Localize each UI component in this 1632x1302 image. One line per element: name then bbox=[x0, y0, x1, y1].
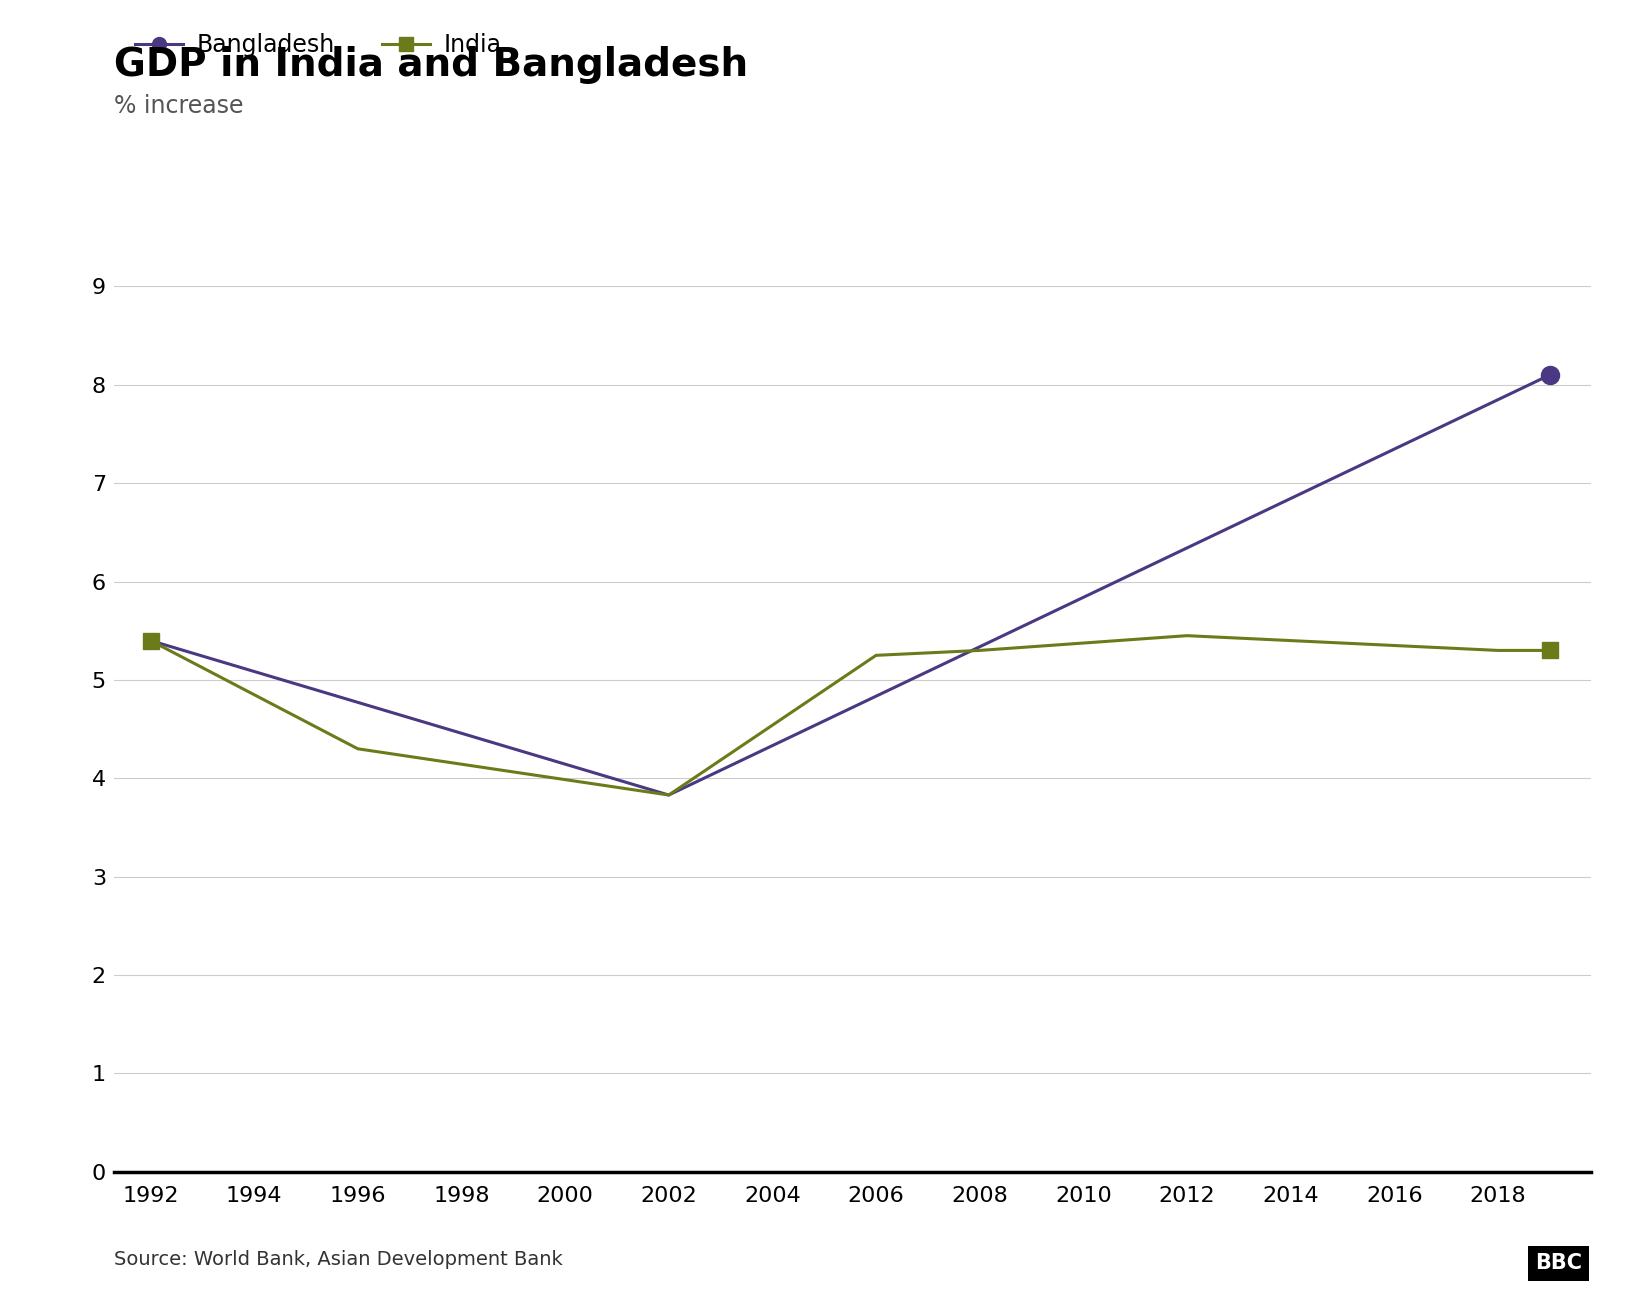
Text: % increase: % increase bbox=[114, 94, 243, 117]
Text: GDP in India and Bangladesh: GDP in India and Bangladesh bbox=[114, 46, 749, 83]
Legend: Bangladesh, India: Bangladesh, India bbox=[126, 23, 511, 66]
Text: Source: World Bank, Asian Development Bank: Source: World Bank, Asian Development Ba… bbox=[114, 1250, 563, 1269]
Text: BBC: BBC bbox=[1536, 1254, 1581, 1273]
